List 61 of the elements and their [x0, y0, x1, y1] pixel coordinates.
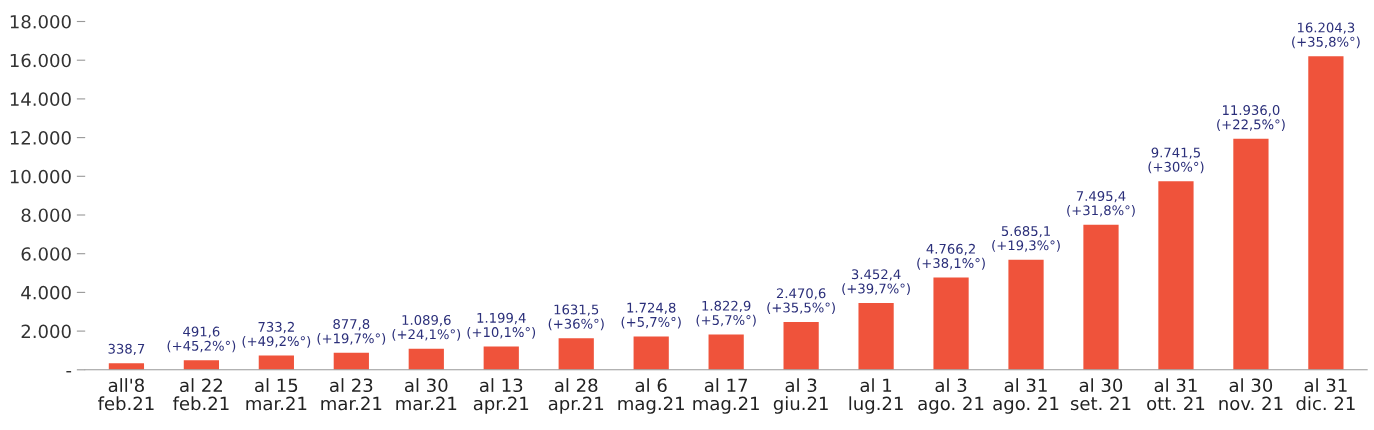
- bar: [633, 336, 669, 370]
- bar: [783, 321, 819, 370]
- x-tick-label: al 23 mar.21: [321, 378, 382, 411]
- data-label: 9.741,5 (+30%°): [1148, 147, 1204, 174]
- y-tick-label: 10.000: [10, 169, 71, 184]
- x-tick-label: al 31 ago. 21: [993, 378, 1059, 414]
- y-tick-label: -: [66, 370, 72, 373]
- bar: [1008, 259, 1044, 370]
- y-tick-label: 14.000: [10, 92, 71, 107]
- data-label: 7.495,4 (+31,8%°): [1067, 191, 1135, 217]
- bar: [1233, 138, 1269, 370]
- data-label: 338,7: [108, 343, 145, 356]
- data-label: 1.199,4 (+10,1%°): [467, 312, 536, 339]
- data-label: 16.204,3 (+35,8%°): [1292, 22, 1360, 49]
- x-tick-label: al 30 set. 21: [1070, 378, 1131, 411]
- y-tick-label: 2.000: [21, 324, 71, 339]
- bar: [483, 346, 519, 370]
- y-tick-label: 18.000: [10, 14, 71, 29]
- bar: [1308, 56, 1344, 370]
- data-label: 1.724,8 (+5,7%°): [621, 302, 681, 329]
- data-label: 4.766,2 (+38,1%°): [917, 243, 985, 270]
- bar: [933, 277, 969, 370]
- y-tick-label: 8.000: [21, 208, 71, 223]
- bar: [108, 363, 145, 370]
- y-tick-label: 4.000: [21, 285, 71, 300]
- x-tick-label: al 31 ott. 21: [1147, 378, 1205, 411]
- x-tick-label: al 31 dic. 21: [1296, 378, 1355, 411]
- bar: [1083, 224, 1119, 370]
- x-tick-label: al 28 apr.21: [548, 378, 604, 414]
- data-label: 11.936,0 (+22,5%°): [1217, 105, 1285, 131]
- data-label: 491,6 (+45,2%°): [167, 326, 236, 353]
- bar: [183, 360, 219, 370]
- data-label: 877,8 (+19,7%°): [317, 319, 386, 345]
- x-tick-label: al 17 mag.21: [693, 378, 759, 414]
- y-tick-label: 6.000: [21, 247, 71, 261]
- bar: [408, 348, 444, 370]
- x-tick-label: al 6 mag.21: [618, 378, 684, 414]
- bar: [858, 303, 894, 370]
- bar: [333, 352, 369, 370]
- x-tick-label: al 30 mar.21: [396, 378, 457, 411]
- bar: [558, 338, 594, 370]
- bar: [708, 334, 744, 370]
- data-label: 5.685,1 (+19,3%°): [992, 226, 1060, 252]
- data-label: 1631,5 (+36%°): [548, 304, 604, 331]
- x-tick-label: al 1 lug.21: [849, 378, 903, 414]
- y-tick-label: 12.000: [10, 131, 71, 145]
- x-tick-label: all'8 feb.21: [98, 378, 154, 411]
- x-tick-label: al 30 nov. 21: [1219, 378, 1283, 411]
- x-tick-label: al 15 mar.21: [246, 378, 307, 411]
- data-label: 2.470,6 (+35,5%°): [767, 288, 835, 315]
- data-label: 1.089,6 (+24,1%°): [392, 314, 461, 341]
- bar: [1158, 181, 1194, 370]
- x-tick-label: al 13 apr.21: [473, 378, 529, 414]
- data-label: 733,2 (+49,2%°): [242, 321, 311, 348]
- x-tick-label: al 22 feb.21: [172, 378, 229, 411]
- data-label: 3.452,4 (+39,7%°): [842, 269, 910, 296]
- x-tick-label: al 3 ago. 21: [918, 378, 984, 414]
- bar: [258, 355, 294, 370]
- x-tick-label: al 3 giu.21: [773, 378, 828, 414]
- y-tick-label: 16.000: [10, 53, 71, 68]
- data-label: 1.822,9 (+5,7%°): [696, 300, 756, 327]
